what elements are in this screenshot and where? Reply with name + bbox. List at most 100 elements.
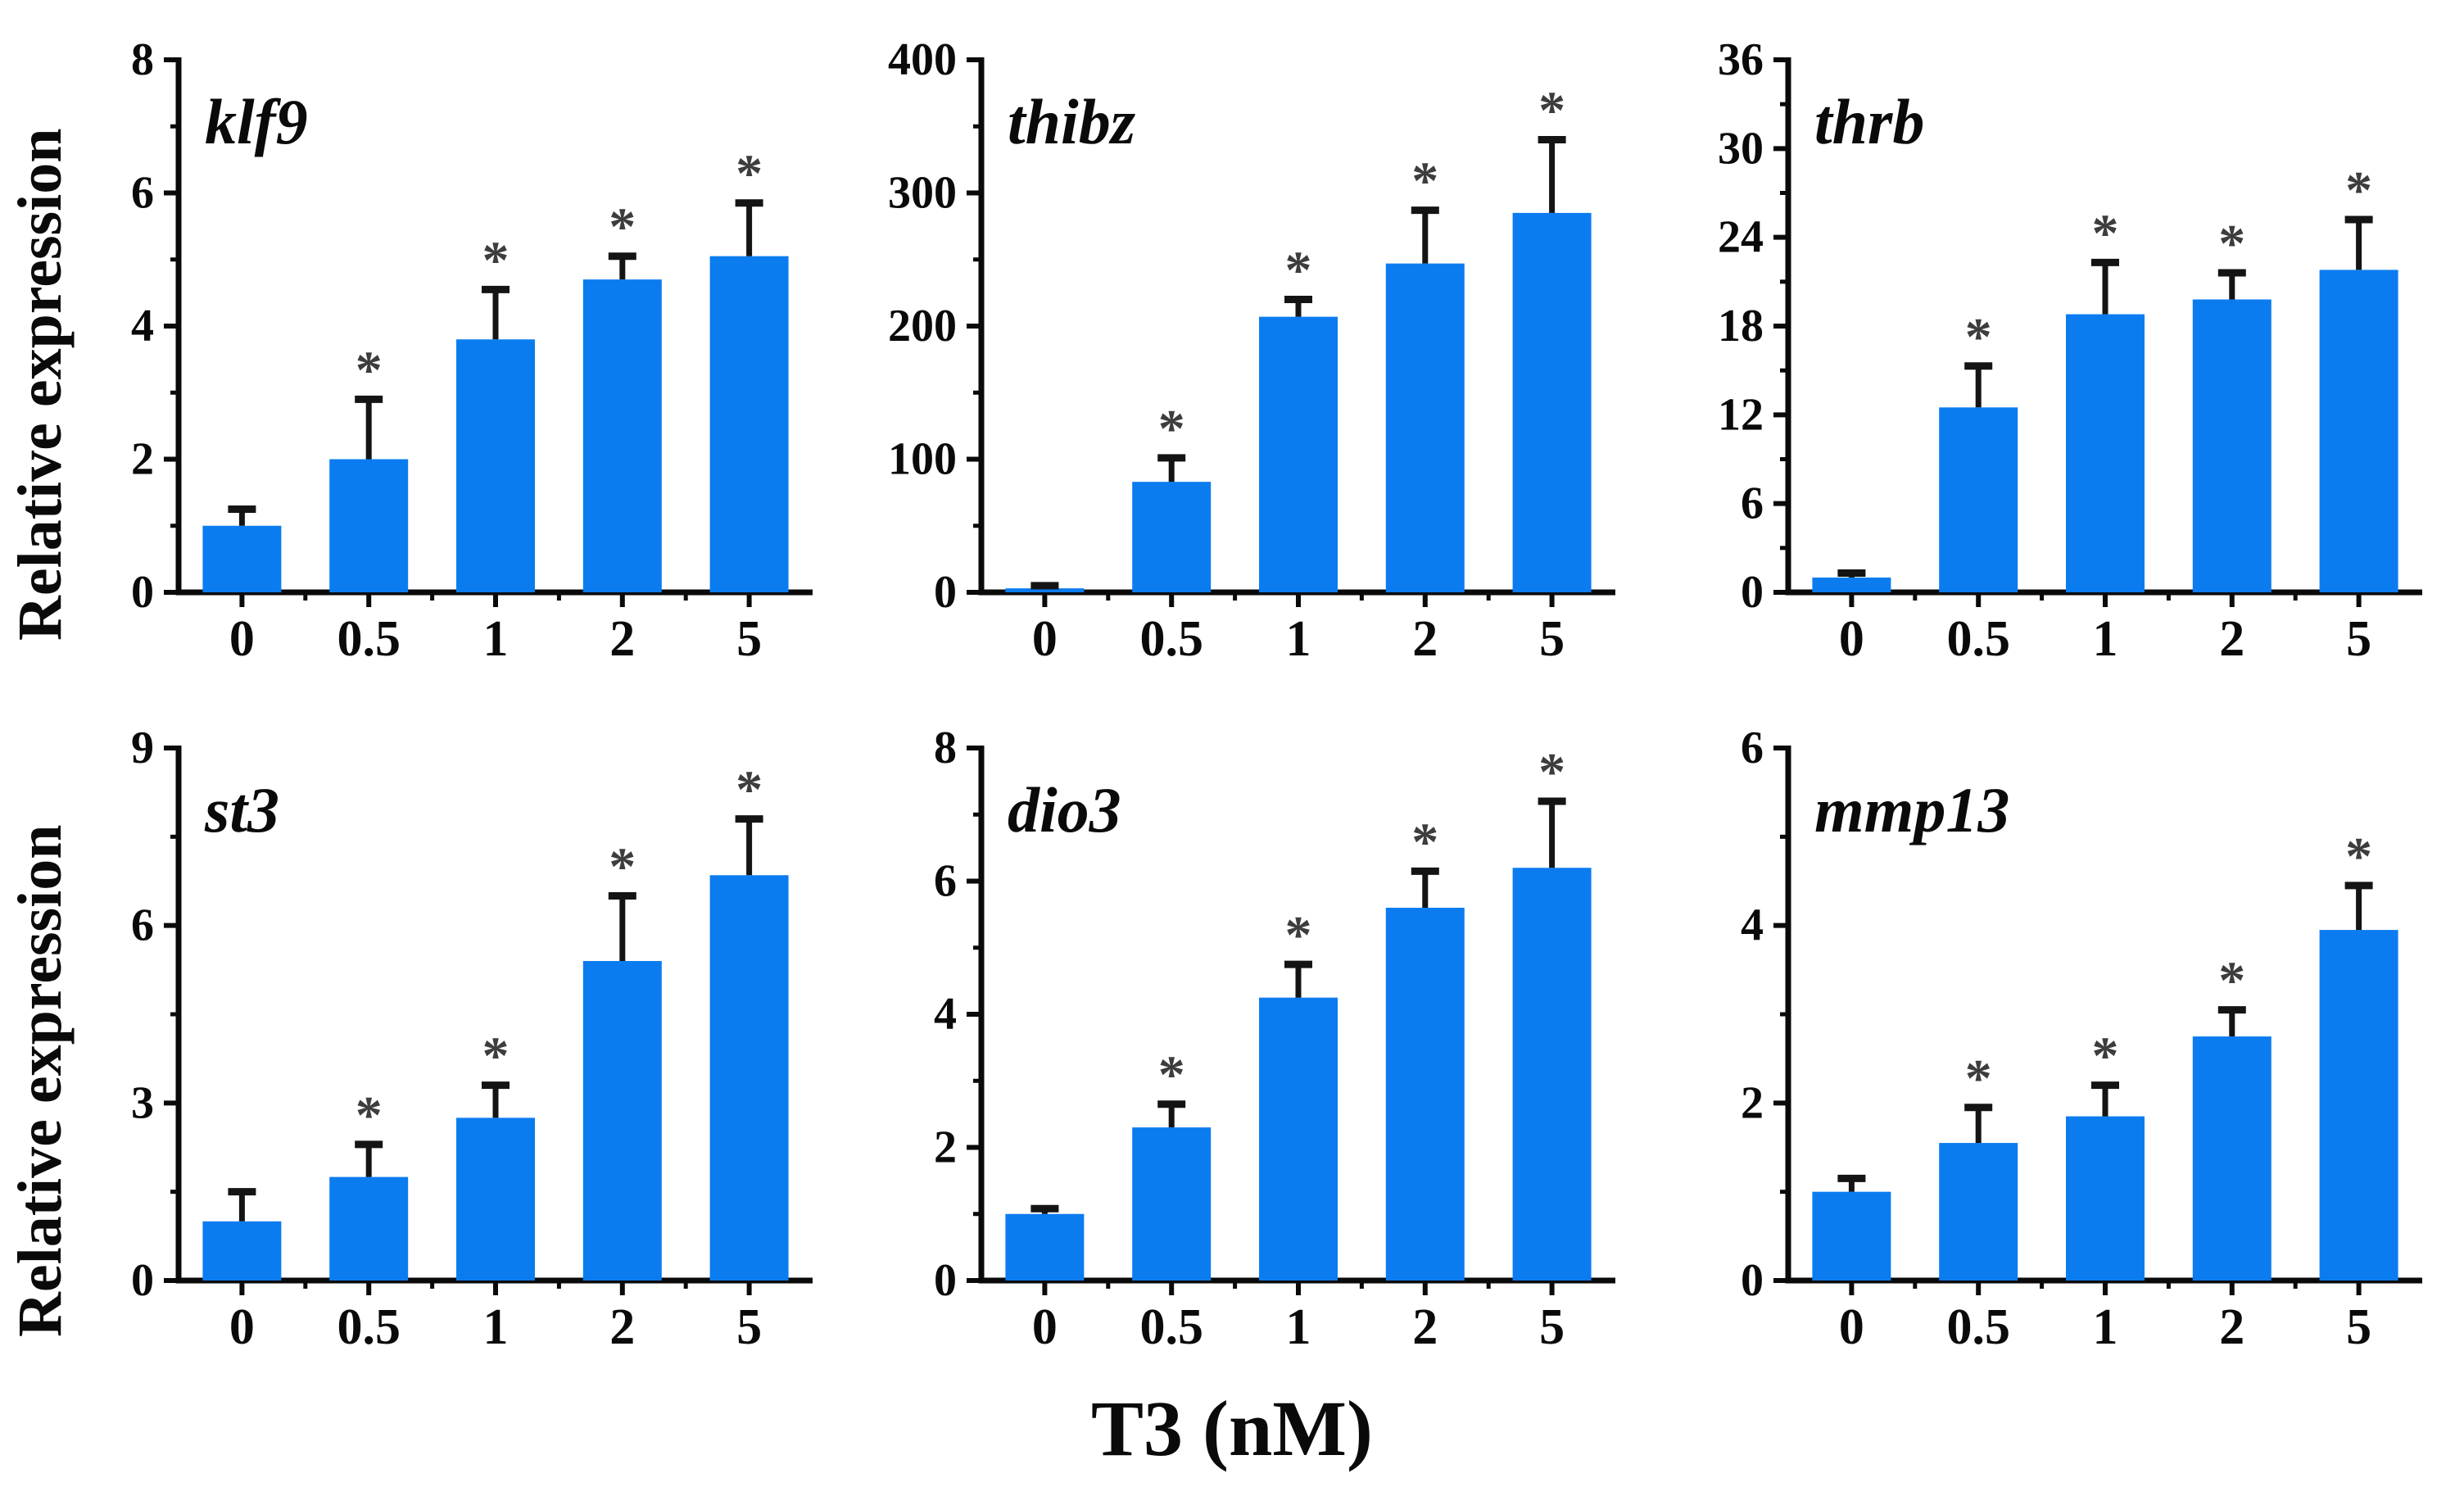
bar-5 [1512, 212, 1592, 592]
chart-klf9: 0 2 4 6 8 0 0.5 * 1 * 2 * 5 * klf9 [131, 34, 813, 667]
bar-1 [2066, 314, 2145, 592]
chart-thibz: 0 100 200 300 400 0 0.5 * 1 * 2 * 5 * thibz [888, 34, 1615, 667]
significance-asterisk: * [2345, 161, 2372, 220]
significance-asterisk: * [1158, 399, 1185, 459]
bar-0 [202, 1221, 282, 1281]
bar-2 [2192, 299, 2272, 592]
significance-asterisk: * [1411, 812, 1438, 872]
bar-5 [2319, 270, 2398, 592]
y-tick-label: 2 [131, 434, 154, 485]
y-tick-label: 24 [1718, 212, 1764, 263]
bar-1 [1259, 997, 1338, 1281]
chart-mmp13: 0 2 4 6 0 0.5 * 1 * 2 * 5 * mmp13 [1741, 723, 2422, 1355]
chart-thrb: 0 6 12 18 24 30 36 0 0.5 * 1 * 2 * 5 * thrb [1718, 34, 2422, 667]
x-tick-label: 0.5 [337, 1299, 401, 1355]
x-tick-label: 5 [1539, 1299, 1565, 1355]
bar-5 [1512, 868, 1592, 1281]
bar-0.5 [1132, 1127, 1212, 1281]
significance-asterisk: * [1411, 152, 1438, 211]
bar-1 [456, 1117, 535, 1281]
y-tick-label: 4 [131, 301, 154, 351]
y-tick-label: 12 [1718, 389, 1764, 440]
bar-1 [2066, 1116, 2145, 1281]
significance-asterisk: * [1158, 1045, 1185, 1105]
x-tick-label: 1 [1286, 1299, 1311, 1355]
bar-0.5 [1939, 1143, 2018, 1281]
y-tick-label: 2 [934, 1122, 957, 1173]
significance-asterisk: * [2092, 1027, 2119, 1086]
bar-0 [202, 525, 282, 592]
x-tick-label: 0.5 [1139, 611, 1203, 667]
y-tick-label: 200 [888, 301, 957, 351]
significance-asterisk: * [1285, 241, 1312, 301]
y-tick-label: 36 [1718, 34, 1764, 85]
x-tick-label: 0 [1839, 1299, 1864, 1355]
bar-0.5 [1939, 407, 2018, 592]
bar-1 [456, 339, 535, 592]
y-tick-label: 400 [888, 34, 957, 85]
significance-asterisk: * [1538, 742, 1565, 802]
chart-title: st3 [204, 774, 279, 845]
x-tick-label: 2 [1412, 611, 1438, 667]
x-tick-label: 5 [736, 611, 762, 667]
x-tick-label: 5 [1539, 611, 1565, 667]
x-tick-label: 0.5 [1139, 1299, 1203, 1355]
significance-asterisk: * [609, 837, 636, 897]
x-tick-label: 1 [1286, 611, 1311, 667]
bar-2 [1385, 908, 1465, 1281]
x-tick-label: 5 [736, 1299, 762, 1355]
x-tick-label: 0 [229, 611, 255, 667]
bar-2 [582, 961, 662, 1281]
chart-title: klf9 [205, 86, 308, 157]
x-tick-label: 0 [1032, 1299, 1058, 1355]
y-tick-label: 18 [1718, 301, 1764, 351]
significance-asterisk: * [2345, 827, 2372, 886]
significance-asterisk: * [2218, 214, 2245, 274]
significance-asterisk: * [356, 340, 383, 400]
y-tick-label: 30 [1718, 123, 1764, 174]
y-tick-label: 6 [131, 900, 154, 951]
bar-5 [709, 875, 789, 1281]
x-tick-label: 5 [2346, 1299, 2371, 1355]
y-tick-label: 8 [934, 723, 957, 773]
bar-0 [1812, 1191, 1891, 1281]
y-tick-label: 4 [1741, 900, 1764, 951]
y-tick-label: 6 [1741, 478, 1764, 529]
y-tick-label: 6 [1741, 723, 1764, 773]
x-tick-label: 2 [1412, 1299, 1438, 1355]
x-tick-label: 0.5 [1946, 611, 2010, 667]
significance-asterisk: * [1285, 905, 1312, 965]
significance-asterisk: * [1538, 81, 1565, 141]
significance-asterisk: * [2092, 203, 2119, 263]
y-tick-label: 4 [934, 989, 957, 1040]
x-tick-label: 1 [2093, 611, 2118, 667]
x-tick-label: 2 [609, 611, 635, 667]
y-tick-label: 300 [888, 168, 957, 219]
x-tick-label: 1 [2093, 1299, 2118, 1355]
significance-asterisk: * [1965, 1049, 1992, 1108]
significance-asterisk: * [482, 230, 510, 290]
chart-st3: 0 3 6 9 0 0.5 * 1 * 2 * 5 * st3 [131, 723, 813, 1355]
bar-1 [1259, 316, 1338, 592]
y-tick-label: 6 [934, 856, 957, 907]
bar-0 [1005, 588, 1085, 592]
chart-title: thibz [1008, 86, 1136, 157]
x-tick-label: 0 [1032, 611, 1058, 667]
significance-asterisk: * [356, 1086, 383, 1145]
y-tick-label: 0 [131, 567, 154, 618]
significance-asterisk: * [736, 144, 763, 204]
x-tick-label: 1 [483, 1299, 509, 1355]
y-tick-label: 6 [131, 168, 154, 219]
y-tick-label: 100 [888, 434, 957, 485]
y-tick-label: 8 [131, 34, 154, 85]
significance-asterisk: * [1965, 307, 1992, 367]
bar-0 [1005, 1213, 1085, 1281]
significance-asterisk: * [736, 760, 763, 820]
x-tick-label: 2 [609, 1299, 635, 1355]
x-tick-label: 0.5 [337, 611, 401, 667]
bar-5 [2319, 930, 2398, 1281]
bar-5 [709, 256, 789, 592]
x-tick-label: 0.5 [1946, 1299, 2010, 1355]
significance-asterisk: * [609, 197, 636, 257]
